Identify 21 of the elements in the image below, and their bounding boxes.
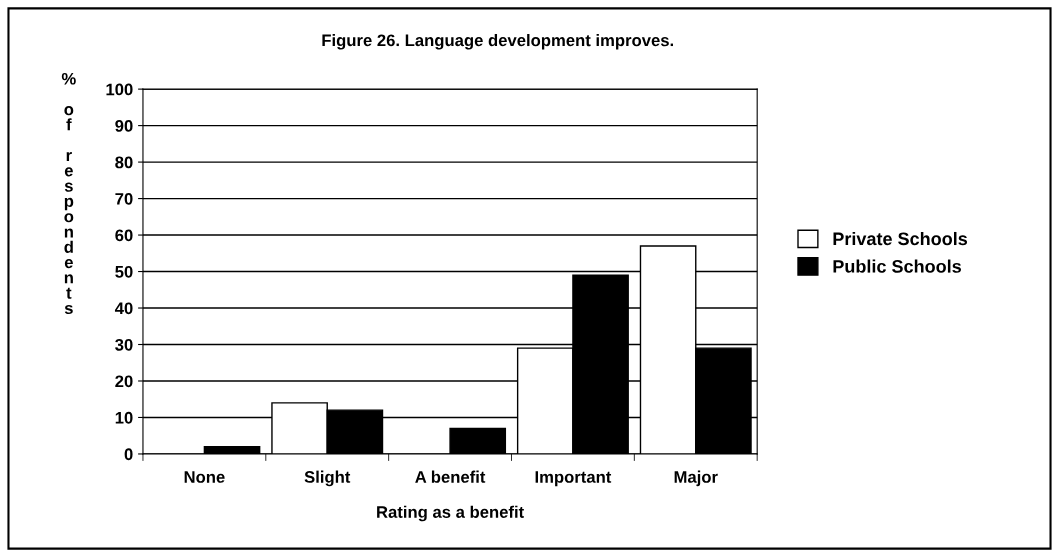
- x-tick-label: Important: [535, 471, 612, 487]
- text: % of respondents: [61, 72, 76, 315]
- y-tick-label: 20: [115, 375, 133, 388]
- x-tick-label: None: [184, 471, 225, 483]
- x-tick-label: Slight: [304, 470, 351, 487]
- y-tick-label: 70: [115, 192, 133, 205]
- y-tick-label: 40: [114, 302, 133, 315]
- chart-title: Figure 26. Language development improves.: [322, 33, 674, 50]
- x-tick-label: Major: [674, 470, 718, 487]
- y-tick-label: 0: [124, 448, 133, 461]
- legend-label: Public Schools: [833, 259, 961, 273]
- x-axis-title: Rating as a benefit: [377, 505, 524, 522]
- y-tick-label: 80: [115, 156, 133, 169]
- legend-label: Private Schools: [833, 231, 968, 246]
- y-tick-label: 90: [115, 120, 133, 132]
- y-tick-label: 30: [115, 338, 133, 351]
- y-tick-label: 100: [106, 83, 133, 96]
- x-tick-label: A benefit: [415, 470, 486, 483]
- y-tick-label: 60: [115, 229, 133, 242]
- y-tick-label: 10: [115, 411, 133, 424]
- y-tick-label: 50: [115, 265, 133, 278]
